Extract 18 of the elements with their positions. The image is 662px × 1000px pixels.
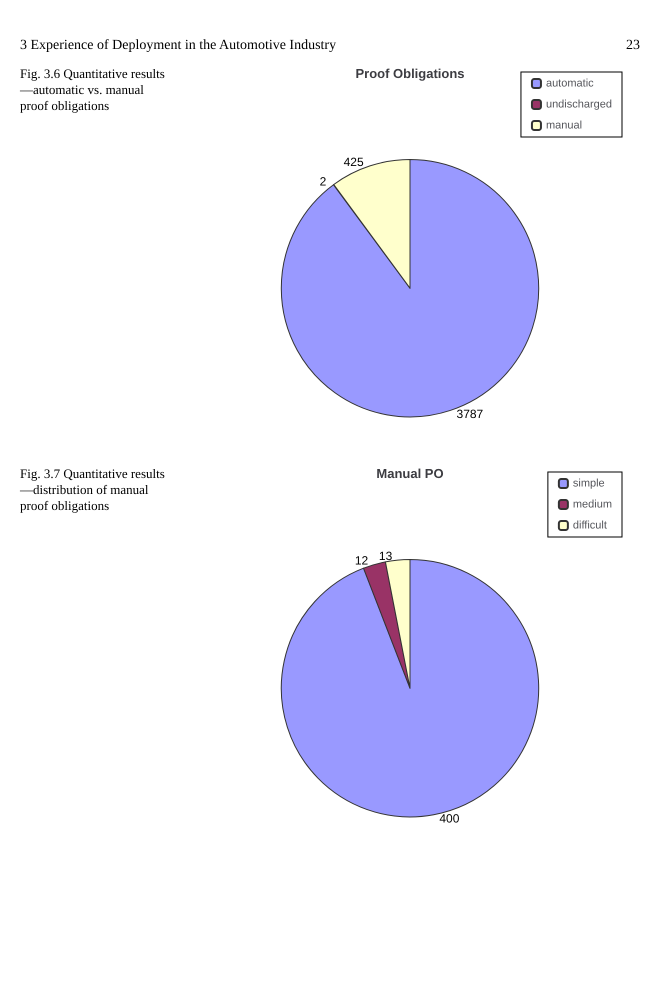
data-label: 2 [320,174,327,188]
chart-title: Manual PO [376,466,444,481]
data-label: 425 [344,155,364,170]
caption: Fig. 3.7 Quantitative results—distribution of manual proof obligations [20,465,166,515]
data-label: 12 [354,554,369,568]
legend-label: manual [546,120,582,132]
caption: Fig. 3.6 Quantitative results—automatic vs. manual proof obligations [20,65,166,115]
legend-label: simple [572,478,605,490]
legend-label: difficult [572,520,607,532]
legend-label: medium [572,498,612,510]
legend-label: undischarged [546,98,612,110]
data-label: 3787 [456,407,484,422]
text: 3 Experience of Deployment in the Automotive Industry [20,38,336,54]
chart-title: Proof Obligations [355,66,465,81]
text: 23 [626,38,640,54]
data-label: 13 [378,549,393,564]
legend-label: automatic [546,78,594,90]
data-label: 400 [439,812,460,826]
